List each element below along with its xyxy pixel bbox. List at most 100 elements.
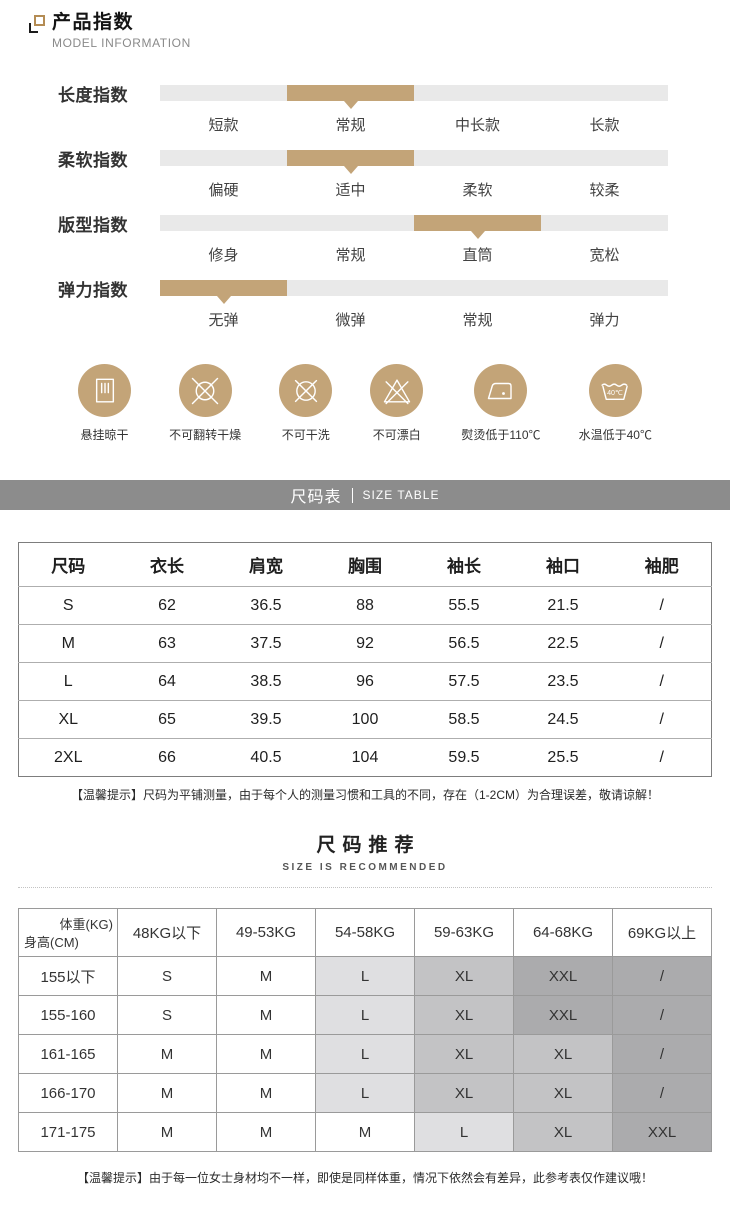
index-row: 柔软指数 偏硬 适中 柔软 较柔 bbox=[58, 150, 668, 200]
index-active-segment bbox=[287, 85, 414, 109]
recommend-size-cell: XL bbox=[513, 1073, 613, 1113]
size-table-cell: 37.5 bbox=[216, 624, 316, 663]
page-title: 产品指数 bbox=[52, 12, 135, 33]
index-segment bbox=[160, 85, 287, 101]
index-label: 长度指数 bbox=[58, 85, 128, 105]
banner-divider bbox=[351, 487, 353, 503]
recommend-size-cell: XXL bbox=[612, 1112, 712, 1152]
index-label: 弹力指数 bbox=[58, 280, 128, 300]
index-segment bbox=[541, 280, 668, 296]
size-table-cell: 40.5 bbox=[216, 738, 316, 777]
size-table-cell: 96 bbox=[315, 662, 415, 701]
size-table-cell: 55.5 bbox=[414, 586, 514, 625]
recommend-size-cell: L bbox=[315, 995, 415, 1035]
size-table-header: 衣长 bbox=[150, 557, 184, 576]
index-label: 版型指数 bbox=[58, 215, 128, 235]
no-tumble-dry-icon bbox=[178, 364, 232, 417]
svg-text:40℃: 40℃ bbox=[607, 389, 623, 397]
index-options: 短款 常规 中长款 长款 bbox=[160, 114, 668, 135]
height-range-cell: 155以下 bbox=[18, 956, 118, 996]
care-label: 熨烫低于110℃ bbox=[461, 428, 541, 442]
recommend-size-cell: XL bbox=[414, 1073, 514, 1113]
index-option-label: 修身 bbox=[208, 247, 239, 264]
size-table-cell: 38.5 bbox=[216, 662, 316, 701]
index-segment bbox=[160, 150, 287, 166]
index-segment bbox=[287, 215, 414, 231]
index-track bbox=[160, 150, 668, 174]
care-label: 不可翻转干燥 bbox=[169, 428, 242, 442]
recommend-size-cell: XL bbox=[414, 995, 514, 1035]
weight-range-header: 48KG以下 bbox=[117, 908, 217, 957]
size-table-cell: / bbox=[612, 700, 712, 739]
recommend-size-cell: M bbox=[117, 1112, 217, 1152]
index-track bbox=[160, 280, 668, 304]
iron-low-temp-icon bbox=[474, 364, 528, 417]
size-table: 尺码 衣长 肩宽 胸围 袖长 袖口 袖肥 S 62 36.5 88 55.5 21.5/M 63 37.5 9… bbox=[18, 542, 712, 777]
size-table-row: XL 65 39.5 100 58.5 24.5/ bbox=[18, 700, 712, 739]
size-table-cell: 22.5 bbox=[513, 624, 613, 663]
index-segment bbox=[287, 280, 414, 296]
corner-weight-label: 体重(KG) bbox=[59, 917, 113, 932]
index-notch-arrow-icon bbox=[343, 101, 358, 109]
height-range-cell: 166-170 bbox=[18, 1073, 118, 1113]
care-item: 不可漂白 bbox=[370, 364, 424, 443]
index-option-label: 宽松 bbox=[589, 247, 620, 264]
size-table-cell: 62 bbox=[117, 586, 217, 625]
index-options: 偏硬 适中 柔软 较柔 bbox=[160, 179, 668, 200]
index-options-row: 无弹 微弹 常规 弹力 bbox=[58, 309, 668, 330]
care-item: 40℃ 水温低于40℃ bbox=[579, 364, 652, 443]
size-table-header: 袖口 bbox=[546, 557, 580, 576]
index-segment bbox=[414, 150, 541, 166]
recommend-size-cell: L bbox=[414, 1112, 514, 1152]
size-table-cell: / bbox=[612, 662, 712, 701]
recommend-size-cell: XL bbox=[513, 1034, 613, 1074]
page-subtitle: MODEL INFORMATION bbox=[52, 36, 191, 50]
size-table-cell: / bbox=[612, 738, 712, 777]
corner-height-label: 身高(CM) bbox=[24, 935, 79, 950]
no-dry-clean-icon bbox=[279, 364, 333, 417]
index-spacer bbox=[58, 309, 160, 330]
banner-title-en: SIZE TABLE bbox=[362, 488, 440, 502]
size-table-note: 【温馨提示】尺码为平铺测量，由于每个人的测量习惯和工具的不同，存在（1-2CM）… bbox=[70, 788, 659, 802]
index-notch-arrow-icon bbox=[343, 166, 358, 174]
size-table-cell: / bbox=[612, 624, 712, 663]
care-item: 不可翻转干燥 bbox=[169, 364, 241, 443]
size-table-cell: 23.5 bbox=[513, 662, 613, 701]
size-table-header: 尺码 bbox=[51, 557, 86, 576]
recommend-row: 161-165 M M L XL XL / bbox=[18, 1034, 712, 1074]
recommend-size-cell: M bbox=[216, 1112, 316, 1152]
size-table-cell: M bbox=[18, 624, 118, 663]
recommend-row: 166-170 M M L XL XL / bbox=[18, 1073, 712, 1113]
height-range-cell: 171-175 bbox=[18, 1112, 118, 1152]
height-range-cell: 155-160 bbox=[18, 995, 118, 1035]
index-notch-arrow-icon bbox=[216, 296, 231, 304]
size-table-cell: 58.5 bbox=[414, 700, 514, 739]
index-bar-row: 版型指数 bbox=[58, 215, 668, 239]
index-segment bbox=[414, 280, 541, 296]
gold-square-icon bbox=[34, 15, 45, 26]
recommend-size-cell: / bbox=[612, 995, 712, 1035]
index-segment bbox=[541, 85, 668, 101]
index-row: 长度指数短款 常规 中长款 长款 bbox=[58, 85, 668, 135]
index-options: 无弹 微弹 常规 弹力 bbox=[160, 309, 668, 330]
recommend-table: 体重(KG) 身高(CM) 48KG以下 49-53KG 54-58KG 59-63KG 6… bbox=[18, 908, 712, 1152]
size-table-cell: / bbox=[612, 586, 712, 625]
care-label: 水温低于40℃ bbox=[578, 428, 652, 442]
page-header: 产品指数 MODEL INFORMATION bbox=[0, 0, 730, 50]
index-notch-arrow-icon bbox=[470, 231, 485, 239]
recommend-size-cell: / bbox=[612, 1073, 712, 1113]
size-table-row: L 64 38.5 96 57.5 23.5/ bbox=[18, 662, 712, 701]
size-table-header: 袖长 bbox=[447, 557, 481, 576]
size-table-cell: 66 bbox=[117, 738, 217, 777]
care-item: 悬挂晾干 bbox=[78, 364, 131, 443]
weight-range-header: 54-58KG bbox=[315, 908, 415, 957]
recommend-row: 155以下 S M L XL XXL / bbox=[18, 956, 712, 996]
index-track bbox=[160, 215, 668, 239]
index-option-label: 弹力 bbox=[589, 312, 620, 329]
index-option-label: 常规 bbox=[462, 312, 493, 329]
recommend-size-cell: L bbox=[315, 1034, 415, 1074]
size-table-cell: 59.5 bbox=[414, 738, 514, 777]
hang-dry-icon bbox=[78, 364, 131, 417]
recommend-size-cell: M bbox=[117, 1073, 217, 1113]
recommend-header-row: 体重(KG) 身高(CM) 48KG以下 49-53KG 54-58KG 59-63KG 6… bbox=[18, 908, 712, 957]
